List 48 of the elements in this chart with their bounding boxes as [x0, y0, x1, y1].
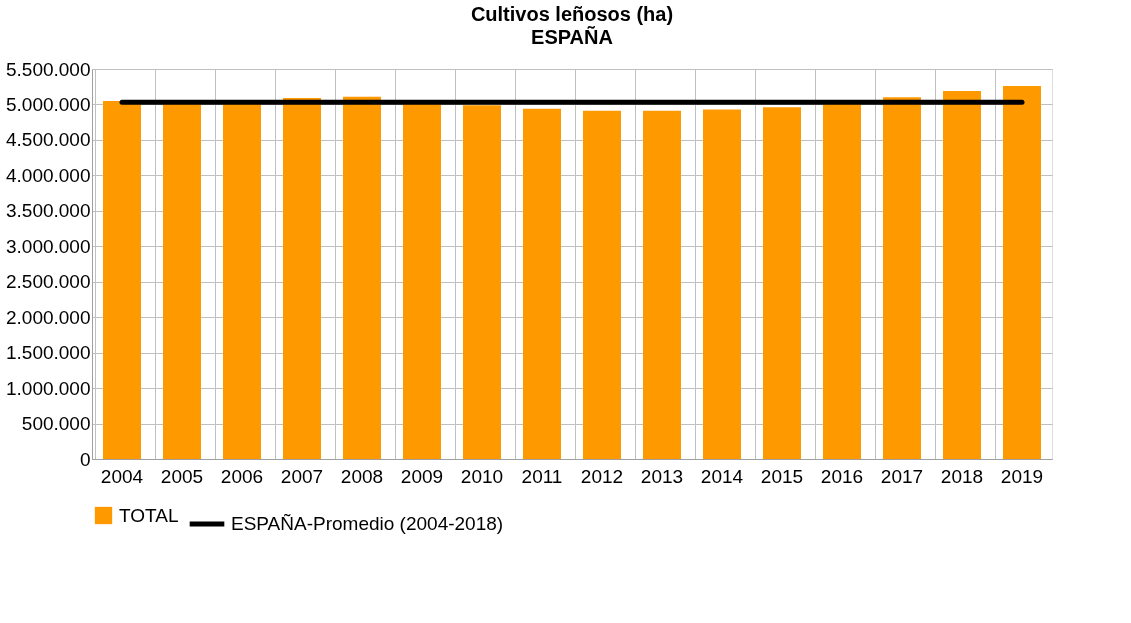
- y-tick-label: 0: [79, 448, 91, 470]
- x-tick-label: 2011: [521, 465, 563, 487]
- y-tick-label: 1.500.000: [5, 342, 91, 364]
- x-tick-label: 2009: [400, 465, 444, 487]
- chart-title: Cultivos leñosos (ha): [470, 3, 674, 25]
- y-tick-label: 5.500.000: [5, 58, 91, 80]
- y-tick-label: 2.000.000: [5, 306, 91, 328]
- x-tick-label: 2005: [160, 465, 204, 487]
- legend-label: ESPAÑA-Promedio (2004-2018): [231, 513, 504, 534]
- bar: [883, 97, 921, 459]
- bar: [583, 110, 621, 459]
- y-tick-label: 1.000.000: [5, 377, 91, 399]
- bar: [223, 103, 261, 459]
- bar: [763, 107, 801, 459]
- bar: [283, 98, 321, 459]
- x-tick-label: 2008: [340, 465, 384, 487]
- x-tick-label: 2014: [700, 465, 744, 487]
- x-tick-label: 2018: [940, 465, 984, 487]
- chart-subtitle: ESPAÑA: [531, 26, 613, 48]
- bar: [163, 102, 201, 459]
- bar: [403, 103, 441, 459]
- x-tick-label: 2004: [100, 465, 144, 487]
- x-tick-label: 2015: [760, 465, 804, 487]
- x-tick-label: 2007: [280, 465, 324, 487]
- y-tick-label: 4.000.000: [5, 164, 91, 186]
- x-tick-label: 2016: [820, 465, 864, 487]
- x-tick-label: 2013: [640, 465, 684, 487]
- x-tick-label: 2006: [220, 465, 264, 487]
- y-tick-label: 3.500.000: [5, 200, 91, 222]
- y-tick-label: 2.500.000: [5, 271, 91, 293]
- y-tick-label: 4.500.000: [5, 129, 91, 151]
- legend-label: TOTAL: [119, 504, 179, 526]
- x-tick-label: 2010: [460, 465, 504, 487]
- bar: [703, 109, 741, 459]
- bar: [463, 105, 501, 459]
- x-tick-label: 2019: [1000, 465, 1044, 487]
- x-tick-label: 2017: [880, 465, 924, 487]
- bar: [523, 108, 561, 459]
- bar: [343, 96, 381, 459]
- bar: [823, 103, 861, 459]
- bar: [103, 100, 141, 459]
- bar: [643, 110, 681, 459]
- x-tick-label: 2012: [580, 465, 624, 487]
- y-tick-label: 500.000: [21, 413, 91, 435]
- bar: [1003, 86, 1041, 459]
- bar: [943, 90, 981, 459]
- y-tick-label: 5.000.000: [5, 93, 91, 115]
- y-tick-label: 3.000.000: [5, 235, 91, 257]
